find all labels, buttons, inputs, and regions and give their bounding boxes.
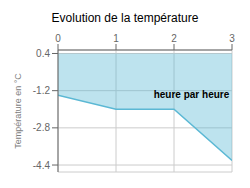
- svg-text:2: 2: [171, 33, 177, 44]
- svg-text:heure par heure: heure par heure: [154, 89, 230, 100]
- svg-text:0: 0: [55, 33, 61, 44]
- svg-text:-4.4: -4.4: [33, 160, 51, 171]
- svg-text:1: 1: [113, 33, 119, 44]
- svg-text:-2.8: -2.8: [33, 122, 51, 133]
- svg-text:Température en °C: Température en °C: [13, 73, 23, 149]
- html-text:Evolution de la température: Evolution de la température: [51, 11, 199, 25]
- svg-text:-1.2: -1.2: [33, 85, 51, 96]
- svg-text:0.4: 0.4: [36, 48, 50, 59]
- svg-text:3: 3: [229, 33, 235, 44]
